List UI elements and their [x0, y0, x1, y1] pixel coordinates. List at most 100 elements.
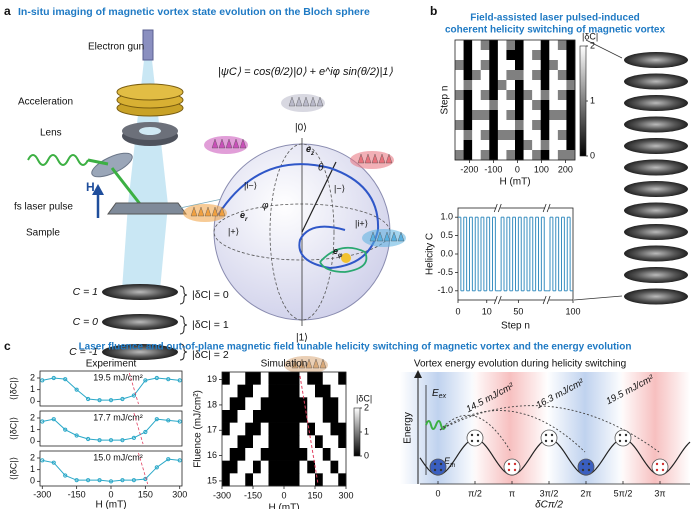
colorbar [579, 45, 587, 157]
colorbar-tick-label: 0 [364, 450, 369, 460]
x-tick-label: 0 [435, 488, 440, 498]
vortex-dot [550, 433, 554, 437]
heatmap-cell [566, 70, 576, 81]
heatmap-cell [515, 150, 524, 161]
heatmap-cell [506, 60, 516, 71]
heatmap-cell [480, 120, 490, 131]
colorbar-tick-label: 1 [590, 95, 595, 105]
heatmap-cell [322, 473, 331, 487]
heatmap-cell [260, 372, 269, 385]
y-tick-label: 16 [207, 450, 217, 460]
x-axis-label: Step n [501, 321, 530, 332]
x-tick-label: -300 [213, 490, 231, 500]
heatmap-cell [284, 372, 293, 385]
y-tick-label: -1.0 [437, 285, 453, 295]
x-axis-label: δCπ/2 [535, 500, 563, 509]
point [177, 378, 182, 383]
heatmap-cell [540, 130, 550, 141]
label-sub: ex [439, 393, 447, 400]
vortex-dot [655, 468, 659, 472]
chart-title: Vortex energy evolution during helicity … [414, 359, 626, 370]
point [166, 377, 171, 382]
trajectory-end [341, 253, 351, 263]
x-tick-label: 50 [513, 306, 523, 316]
heatmap-cell [557, 100, 567, 111]
heatmap-cell [291, 372, 300, 385]
equation: |ψC⟩ = cos(θ/2)|0⟩ + e^iφ sin(θ/2)|1⟩ [218, 66, 393, 78]
label-sub: th [450, 462, 456, 469]
point [108, 479, 114, 484]
heatmap-cell [307, 372, 316, 385]
guide [128, 372, 139, 405]
colorbar-tick-label: 2 [364, 402, 369, 412]
heatmap-cell [497, 100, 507, 111]
heatmap-cell [253, 422, 262, 436]
heatmap-cell [532, 110, 542, 121]
heatmap-cell [276, 397, 285, 411]
point [166, 418, 171, 423]
vortex-arrow [390, 231, 398, 242]
heatmap-cell [549, 150, 559, 161]
heatmap-cell [540, 140, 550, 151]
heatmap-cell [299, 435, 308, 449]
heatmap-cell [222, 422, 231, 436]
vortex-dot [655, 462, 659, 466]
heatmap-cell [489, 50, 499, 61]
axis-break [497, 295, 502, 305]
plot-frame [39, 370, 183, 407]
heatmap-cell [237, 473, 246, 487]
heatmap-cell [322, 460, 331, 474]
heatmap-cell [455, 100, 464, 111]
axis-label: ez [306, 144, 315, 156]
vortex-arrow [298, 358, 306, 369]
heatmap-cell [463, 50, 473, 61]
vortex-dot [581, 462, 585, 466]
y-axis-label: ⟨|δC|⟩ [8, 457, 18, 480]
heatmap-cell [237, 372, 246, 385]
heatmap-cell [557, 60, 567, 71]
lorentz-image [102, 344, 178, 360]
y-tick-label: 0 [30, 476, 35, 486]
heatmap-cell [322, 372, 331, 385]
y-tick-label: 1 [30, 384, 35, 394]
x-axis-label: H (mT) [268, 503, 299, 509]
point [166, 457, 171, 462]
heatmap-cell [472, 70, 482, 81]
colorbar-label: |δC| [582, 31, 598, 41]
heatmap-cell [463, 140, 473, 151]
guide [133, 412, 144, 445]
axis-break [493, 295, 498, 305]
heatmap-cell [276, 384, 285, 398]
point [63, 427, 68, 432]
heatmap-cell [566, 140, 576, 151]
heatmap-cell [284, 410, 293, 423]
heatmap-cell [472, 90, 482, 101]
x-tick-label: 3π/2 [540, 488, 559, 498]
heatmap-cell [515, 50, 524, 61]
lorentz-image [624, 73, 688, 90]
heatmap-cell [549, 90, 559, 101]
heatmap-cell [532, 90, 542, 101]
vortex-dot [433, 462, 437, 466]
heatmap-cell [222, 460, 231, 474]
x-tick-label: 0 [515, 164, 520, 174]
heatmap-cell [515, 120, 524, 131]
vortex-dot [587, 462, 591, 466]
heatmap-cell [549, 130, 559, 141]
heatmap-cell [540, 120, 550, 131]
point [85, 436, 91, 442]
heatmap-cell [557, 150, 567, 161]
y-tick-label: 2 [30, 412, 35, 422]
point [120, 478, 125, 483]
heatmap-cell [299, 384, 308, 398]
label-main: E [444, 456, 451, 466]
heatmap-cell [322, 410, 331, 423]
heatmap-cell [315, 448, 324, 461]
x-tick-label: 0 [281, 490, 286, 500]
heatmap-cell [338, 435, 347, 449]
heatmap-cell [315, 372, 324, 385]
heatmap-cell [463, 90, 473, 101]
heatmap-cell [229, 397, 238, 411]
instrument-label: Sample [26, 228, 60, 239]
heatmap-cell [532, 120, 542, 131]
